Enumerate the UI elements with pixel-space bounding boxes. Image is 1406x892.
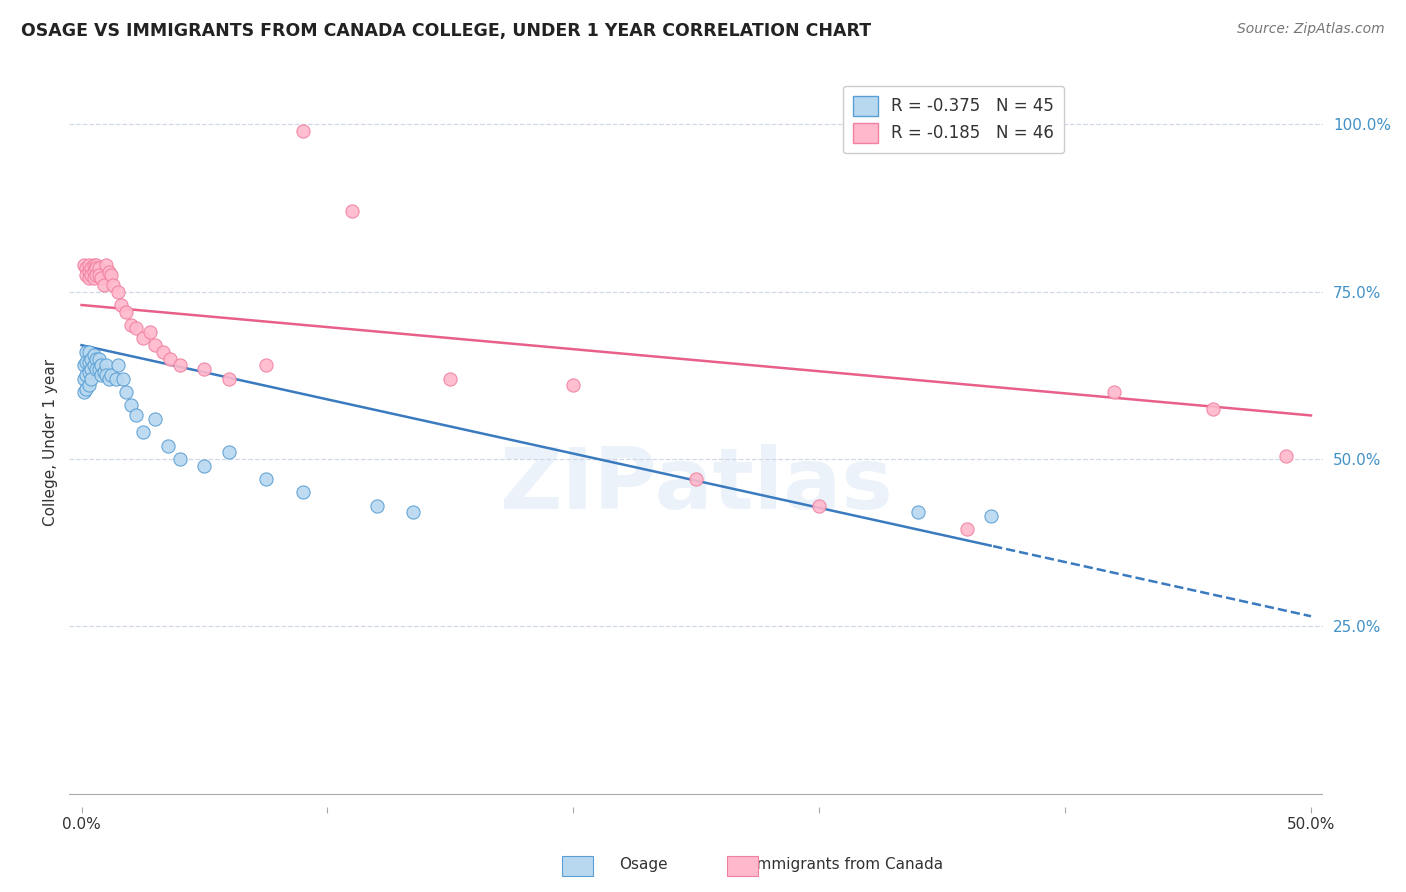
Point — [77, 258, 100, 272]
Point — [77, 378, 100, 392]
Point — [75, 261, 97, 276]
Point — [90, 368, 112, 383]
Point — [94, 358, 117, 372]
Point — [169, 452, 191, 467]
Point — [112, 371, 135, 385]
Point — [83, 348, 105, 362]
Point — [104, 371, 127, 385]
Point — [139, 325, 162, 339]
Point — [124, 409, 146, 423]
Point — [90, 271, 112, 285]
Point — [218, 445, 240, 459]
Point — [980, 508, 1002, 523]
Text: Source: ZipAtlas.com: Source: ZipAtlas.com — [1237, 22, 1385, 37]
Point — [124, 321, 146, 335]
Point — [90, 358, 112, 372]
Point — [291, 485, 314, 500]
Point — [132, 425, 155, 439]
Point — [143, 338, 166, 352]
Point — [77, 365, 100, 379]
Point — [73, 384, 96, 399]
Point — [193, 361, 215, 376]
Point — [93, 277, 115, 292]
Point — [402, 506, 425, 520]
Point — [83, 258, 105, 272]
Point — [169, 358, 191, 372]
Point — [120, 398, 142, 412]
Point — [84, 361, 107, 376]
Point — [152, 344, 174, 359]
Point — [97, 371, 120, 385]
Text: Osage: Osage — [619, 857, 668, 872]
Text: OSAGE VS IMMIGRANTS FROM CANADA COLLEGE, UNDER 1 YEAR CORRELATION CHART: OSAGE VS IMMIGRANTS FROM CANADA COLLEGE,… — [21, 22, 872, 40]
Point — [114, 304, 136, 318]
Point — [340, 204, 363, 219]
Point — [84, 268, 107, 282]
Point — [83, 264, 105, 278]
Point — [907, 506, 929, 520]
Point — [84, 351, 107, 366]
Point — [80, 268, 103, 282]
Point — [94, 368, 117, 383]
Point — [75, 355, 97, 369]
Point — [956, 522, 979, 536]
Point — [132, 331, 155, 345]
Point — [156, 439, 179, 453]
Point — [254, 472, 277, 486]
Point — [120, 318, 142, 332]
Text: Immigrants from Canada: Immigrants from Canada — [752, 857, 943, 872]
Point — [254, 358, 277, 372]
Point — [107, 358, 129, 372]
Point — [685, 472, 707, 486]
Point — [114, 384, 136, 399]
Point — [100, 268, 122, 282]
Point — [366, 499, 388, 513]
Legend: R = -0.375   N = 45, R = -0.185   N = 46: R = -0.375 N = 45, R = -0.185 N = 46 — [844, 86, 1064, 153]
Point — [80, 261, 103, 276]
Point — [87, 261, 110, 276]
Point — [87, 351, 110, 366]
Point — [87, 268, 110, 282]
Point — [83, 358, 105, 372]
Point — [73, 258, 96, 272]
Point — [73, 358, 96, 372]
Point — [1275, 449, 1298, 463]
Point — [94, 258, 117, 272]
Point — [291, 124, 314, 138]
Point — [77, 271, 100, 285]
Point — [75, 368, 97, 383]
Point — [143, 411, 166, 425]
Point — [80, 361, 103, 376]
Point — [107, 285, 129, 299]
Point — [80, 351, 103, 366]
Point — [77, 355, 100, 369]
Point — [84, 258, 107, 272]
Point — [93, 365, 115, 379]
Point — [77, 264, 100, 278]
Point — [84, 261, 107, 276]
Point — [100, 368, 122, 383]
Text: ZIPatlas: ZIPatlas — [499, 444, 893, 527]
Point — [75, 268, 97, 282]
Point — [83, 271, 105, 285]
Point — [193, 458, 215, 473]
Point — [103, 277, 125, 292]
Point — [87, 361, 110, 376]
Point — [562, 378, 585, 392]
Point — [218, 371, 240, 385]
Point — [808, 499, 831, 513]
Point — [73, 371, 96, 385]
Point — [77, 344, 100, 359]
Y-axis label: College, Under 1 year: College, Under 1 year — [44, 359, 58, 525]
Point — [439, 371, 461, 385]
Point — [159, 351, 181, 366]
Point — [97, 264, 120, 278]
Point — [1104, 384, 1126, 399]
Point — [75, 344, 97, 359]
Point — [75, 382, 97, 396]
Point — [80, 371, 103, 385]
Point — [110, 298, 132, 312]
Point — [1201, 401, 1223, 416]
